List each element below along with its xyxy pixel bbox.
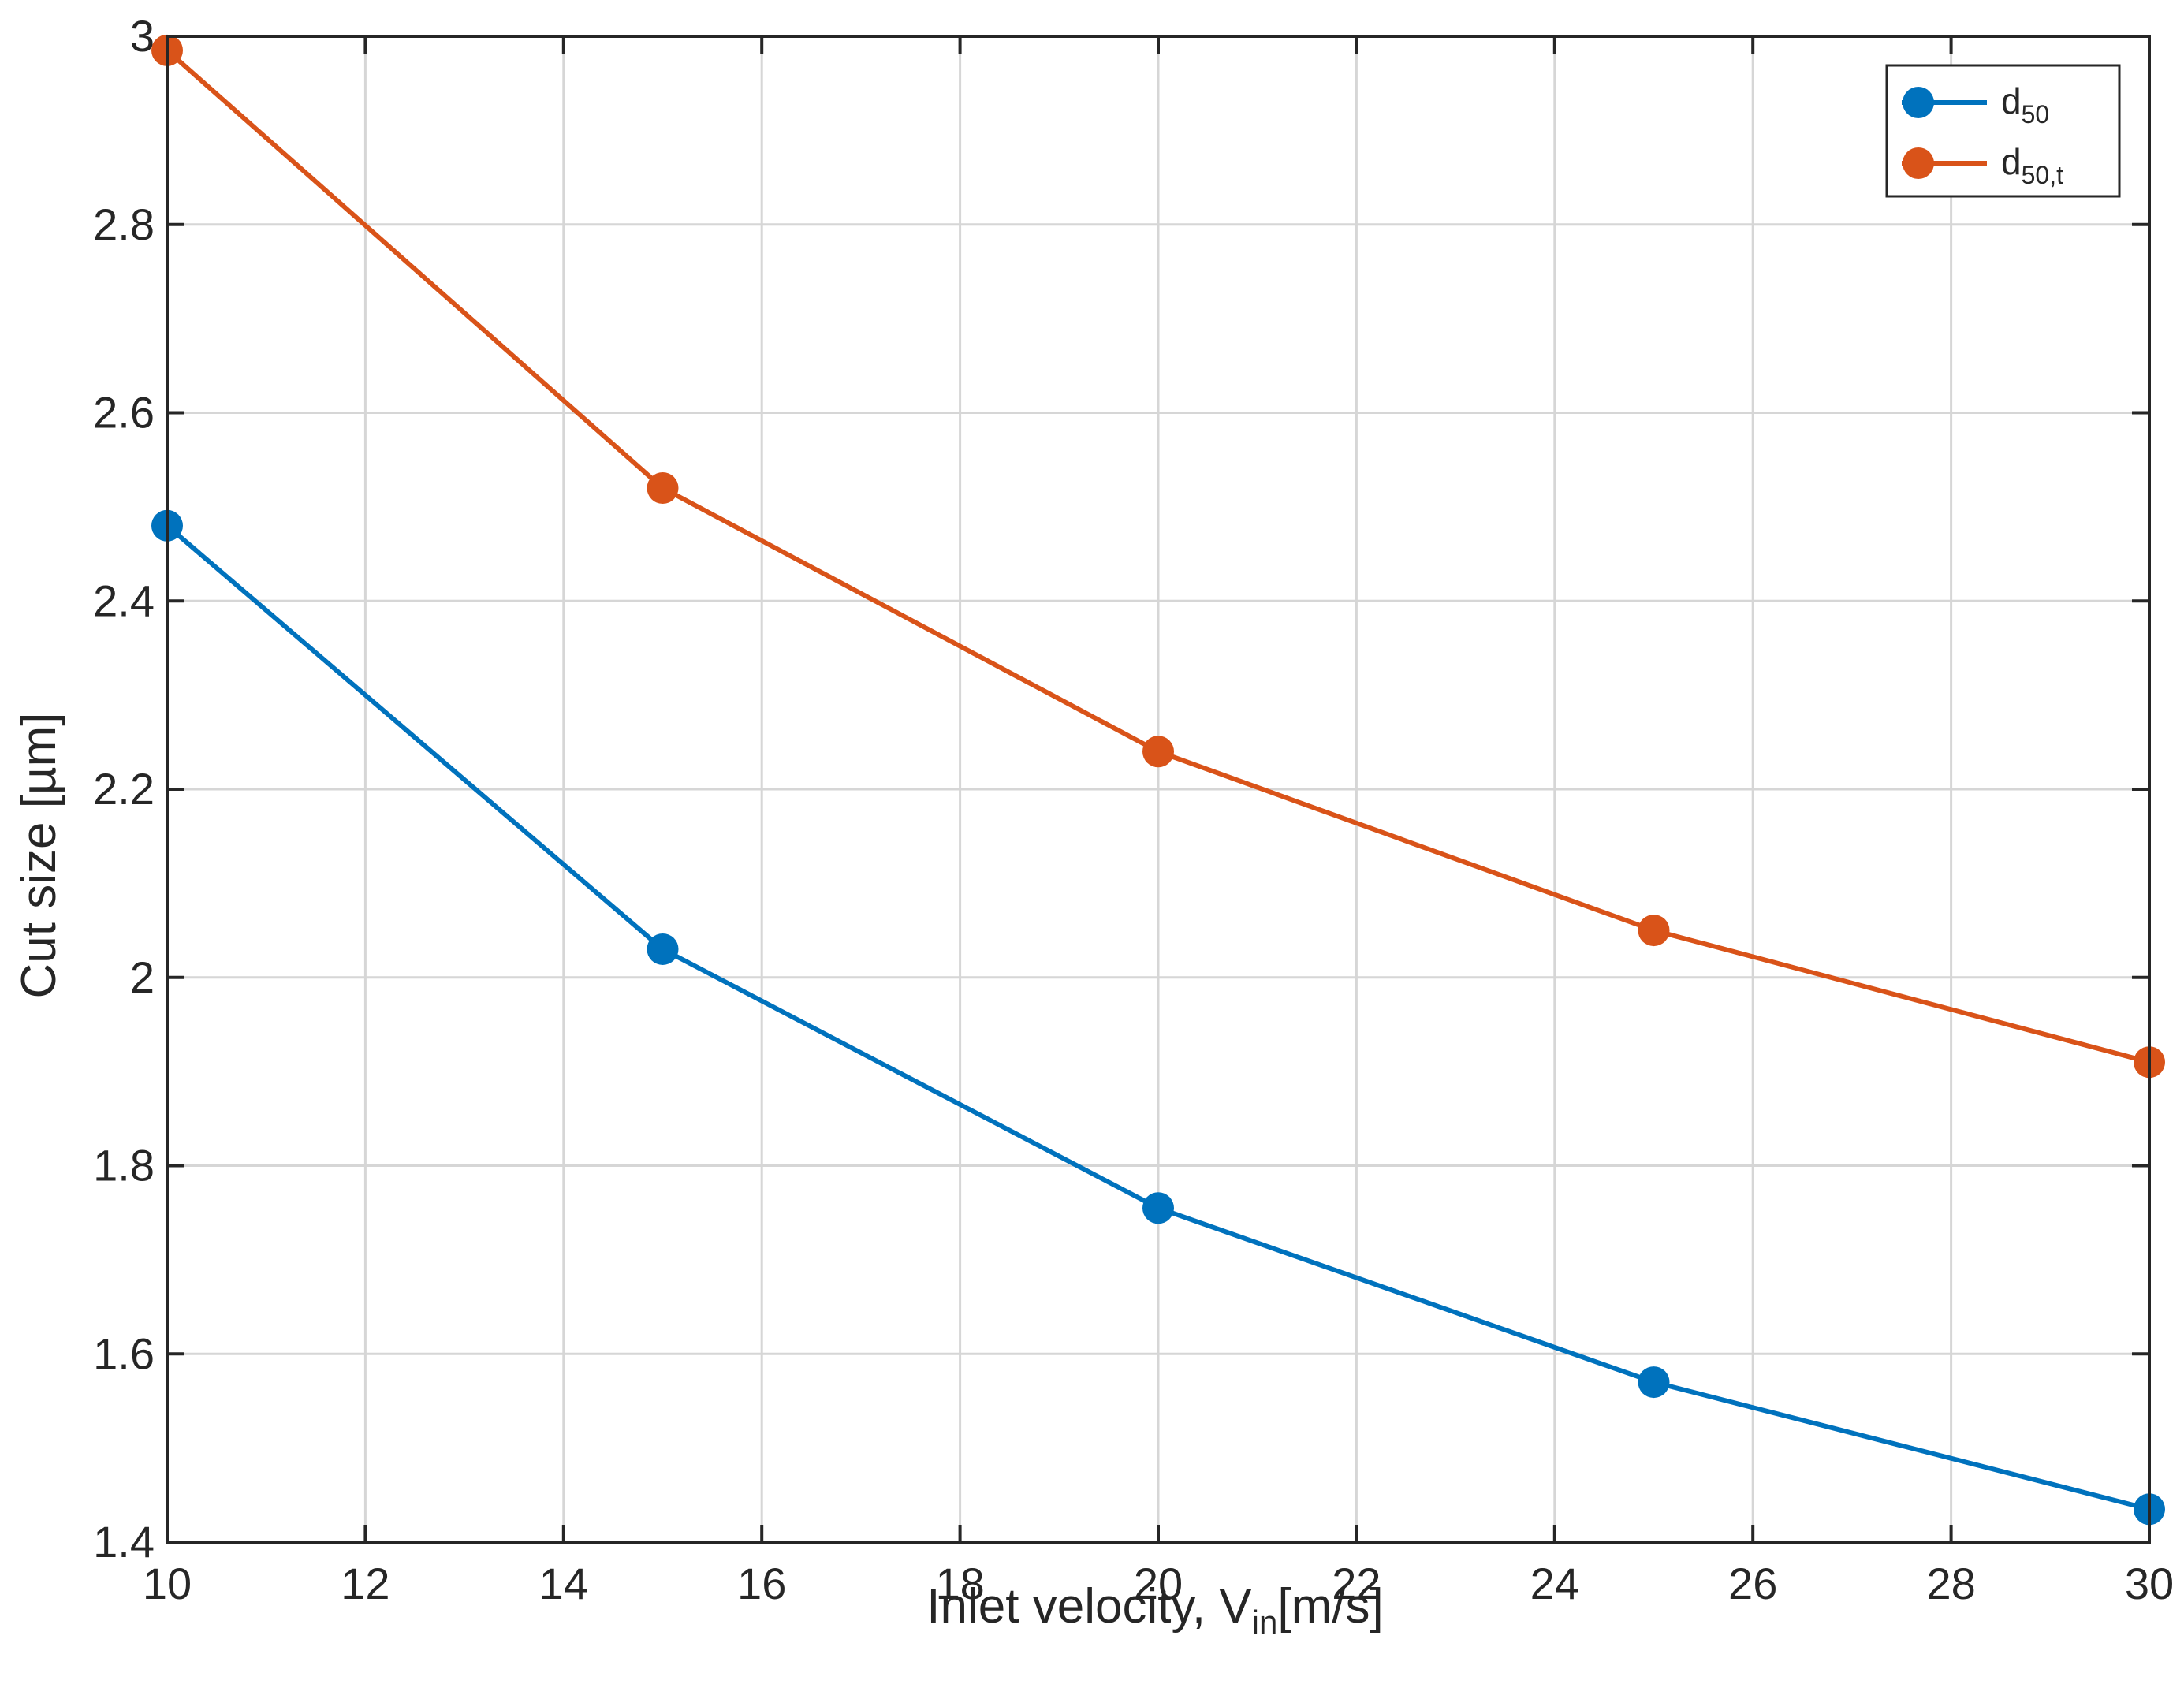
x-axis-title-subscript: in bbox=[1252, 1604, 1278, 1641]
x-tick-label: 10 bbox=[143, 1559, 192, 1608]
series-d50 bbox=[151, 509, 2165, 1526]
y-tick-label: 2.6 bbox=[93, 388, 155, 438]
legend-label-d50-main: d bbox=[2001, 80, 2022, 121]
x-tick-label: 22 bbox=[1332, 1559, 1381, 1608]
y-tick-label: 2.2 bbox=[93, 764, 155, 814]
y-tick-label: 1.4 bbox=[93, 1517, 155, 1567]
legend-label-d50t: d50,t bbox=[2001, 141, 2063, 189]
y-tick-label: 2.8 bbox=[93, 199, 155, 249]
legend-label-d50: d50 bbox=[2001, 80, 2049, 129]
series-layer bbox=[151, 34, 2165, 1526]
x-tick-label: 26 bbox=[1728, 1559, 1777, 1608]
x-tick-label: 12 bbox=[341, 1559, 389, 1608]
y-tick-label: 2.4 bbox=[93, 576, 155, 625]
legend-marker-d50t bbox=[1903, 147, 1934, 179]
legend: d50 d50,t bbox=[1885, 64, 2121, 198]
data-point bbox=[647, 933, 679, 965]
legend-label-d50t-main: d bbox=[2001, 141, 2022, 182]
data-point bbox=[1142, 1192, 1174, 1224]
x-tick-label: 30 bbox=[2125, 1559, 2174, 1608]
y-tick-label: 3 bbox=[130, 11, 155, 61]
x-tick-label: 28 bbox=[1926, 1559, 1975, 1608]
x-tick-label: 14 bbox=[539, 1559, 588, 1608]
data-point bbox=[1142, 736, 1174, 768]
x-tick-label: 24 bbox=[1530, 1559, 1579, 1608]
x-axis-title-unit: [m/s] bbox=[1277, 1579, 1383, 1634]
x-tick-label: 20 bbox=[1134, 1559, 1183, 1608]
data-point bbox=[1638, 915, 1670, 947]
legend-label-d50t-sub: 50,t bbox=[2022, 161, 2063, 189]
ticks: 10 12 14 16 18 20 22 24 26 28 30 1.4 1.6 1.8 2 2.2 2.4 2.… bbox=[93, 11, 2174, 1608]
x-axis-title-main: Inlet velocity, V bbox=[926, 1579, 1252, 1634]
x-tick-label: 16 bbox=[737, 1559, 786, 1608]
x-tick-label: 18 bbox=[935, 1559, 984, 1608]
data-point bbox=[1638, 1366, 1670, 1399]
legend-marker-d50 bbox=[1903, 87, 1934, 118]
y-tick-label: 1.6 bbox=[93, 1328, 155, 1378]
data-point bbox=[647, 472, 679, 504]
x-axis-title: Inlet velocity, Vin[m/s] bbox=[926, 1579, 1383, 1641]
y-tick-label: 2 bbox=[130, 952, 155, 1002]
y-axis-title: Cut size [µm] bbox=[12, 712, 66, 998]
legend-label-d50-sub: 50 bbox=[2022, 100, 2050, 129]
y-tick-label: 1.8 bbox=[93, 1141, 155, 1190]
